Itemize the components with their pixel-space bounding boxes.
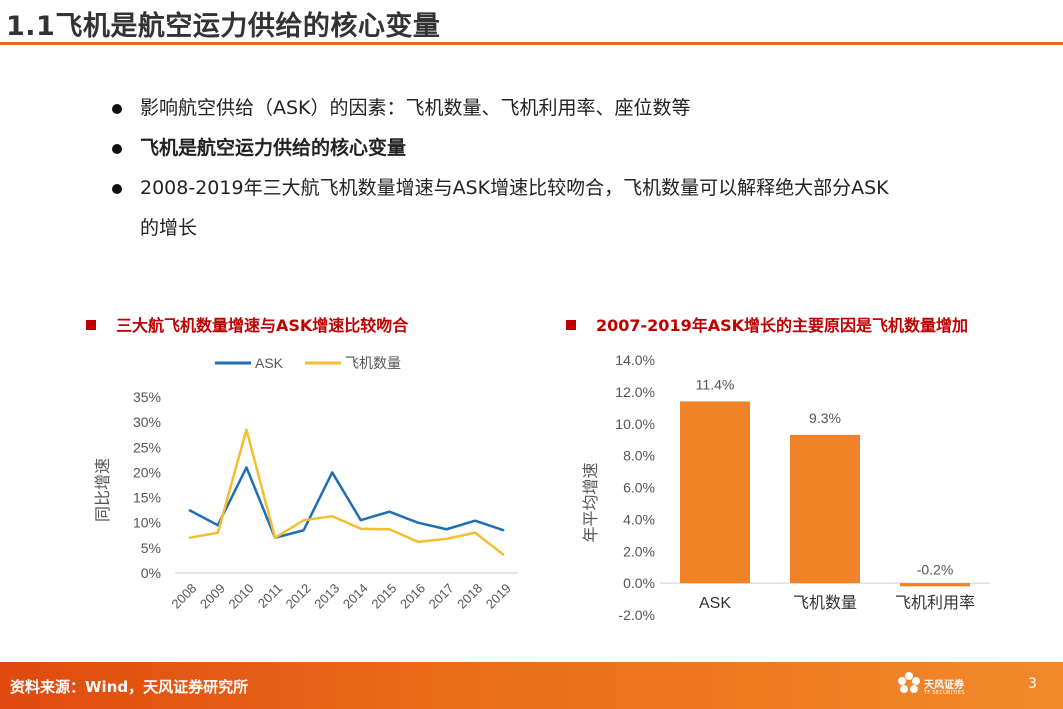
data-point bbox=[217, 524, 219, 527]
data-point bbox=[331, 471, 334, 474]
bar-data-label: 11.4% bbox=[696, 376, 735, 392]
bar-data-label: -0.2% bbox=[917, 561, 954, 577]
data-point bbox=[359, 527, 362, 530]
logo-subtext: TF SECURITIES bbox=[924, 690, 965, 696]
data-point bbox=[274, 537, 276, 539]
data-point bbox=[188, 537, 191, 539]
y-tick-label: 30% bbox=[133, 414, 161, 430]
line-chart-title: 三大航飞机数量增速与ASK增速比较吻合 bbox=[86, 312, 408, 336]
x-tick-label: 2015 bbox=[368, 581, 399, 612]
bullet-text: 2008-2019年三大航飞机数量增速与ASK增速比较吻合，飞机数量可以解释绝大… bbox=[140, 177, 889, 199]
x-category-label: ASK bbox=[699, 595, 731, 612]
x-tick-label: 2013 bbox=[311, 581, 342, 612]
page-number: 3 bbox=[1028, 676, 1037, 692]
bar-1 bbox=[790, 434, 860, 584]
data-point bbox=[245, 466, 248, 469]
x-tick-label: 2016 bbox=[397, 581, 428, 612]
bullet-item: 2008-2019年三大航飞机数量增速与ASK增速比较吻合，飞机数量可以解释绝大… bbox=[112, 168, 1012, 248]
x-tick-label: 2012 bbox=[283, 581, 314, 612]
footer-bar: 资料来源：Wind，天风证券研究所 天风证券 TF SECURITIES 3 bbox=[0, 662, 1063, 709]
bar-chart-title-text: 2007-2019年ASK增长的主要原因是飞机数量增加 bbox=[596, 316, 969, 335]
y-tick-label: 4.0% bbox=[623, 511, 655, 527]
bullet-item: 影响航空供给（ASK）的因素：飞机数量、飞机利用率、座位数等 bbox=[112, 88, 1012, 128]
bullet-item: 飞机是航空运力供给的核心变量 bbox=[112, 128, 1012, 168]
x-tick-label: 2017 bbox=[426, 581, 457, 612]
y-tick-label: 15% bbox=[133, 490, 161, 506]
square-bullet-icon bbox=[86, 320, 96, 330]
data-point bbox=[388, 528, 391, 531]
line-chart: ASK 飞机数量 0% 5% 10% 15% 20% 25% 30% 35% 同比增速 2008200… bbox=[94, 355, 518, 612]
logo-text: 天风证券 bbox=[924, 680, 964, 691]
data-point bbox=[474, 531, 476, 534]
y-tick-label: -2.0% bbox=[618, 607, 655, 623]
y-tick-label: 35% bbox=[133, 389, 161, 405]
legend-label: ASK bbox=[255, 355, 284, 371]
bullet-dot-icon bbox=[112, 184, 122, 194]
series-line-ask bbox=[188, 466, 505, 540]
data-point bbox=[331, 515, 334, 517]
bullet-dot-icon bbox=[112, 144, 122, 154]
line-chart-title-text: 三大航飞机数量增速与ASK增速比较吻合 bbox=[116, 316, 409, 335]
y-tick-label: 14.0% bbox=[615, 352, 655, 368]
page-title: 1.1飞机是航空运力供给的核心变量 bbox=[6, 11, 441, 42]
y-tick-label: 10.0% bbox=[615, 416, 655, 432]
x-category-label: 飞机利用率 bbox=[895, 594, 975, 612]
legend-label: 飞机数量 bbox=[345, 355, 401, 371]
x-category-label: 飞机数量 bbox=[793, 594, 857, 612]
y-tick-label: 0.0% bbox=[623, 575, 655, 591]
data-point bbox=[474, 519, 476, 522]
y-tick-label: 5% bbox=[141, 540, 161, 556]
data-point bbox=[445, 538, 448, 540]
data-point bbox=[217, 531, 219, 534]
y-tick-label: 8.0% bbox=[623, 448, 655, 464]
bullet-text: 影响航空供给（ASK）的因素：飞机数量、飞机利用率、座位数等 bbox=[140, 97, 691, 119]
bar-0 bbox=[680, 401, 750, 584]
bullet-list: 影响航空供给（ASK）的因素：飞机数量、飞机利用率、座位数等 飞机是航空运力供给… bbox=[112, 88, 1012, 248]
bar-chart-title: 2007-2019年ASK增长的主要原因是飞机数量增加 bbox=[566, 312, 968, 336]
y-tick-label: 0% bbox=[141, 565, 161, 581]
data-point bbox=[388, 510, 391, 513]
square-bullet-icon bbox=[566, 320, 576, 330]
bullet-text-continued: 的增长 bbox=[140, 217, 198, 239]
y-tick-label: 25% bbox=[133, 439, 161, 455]
y-axis-label: 同比增速 bbox=[94, 458, 112, 522]
bullet-text: 飞机是航空运力供给的核心变量 bbox=[140, 137, 407, 159]
x-tick-label: 2009 bbox=[197, 581, 228, 612]
bar-chart: -2.0% 0.0% 2.0% 4.0% 6.0% 8.0% 10.0% 12.0% 14.0%… bbox=[582, 352, 990, 623]
bar-data-label: 9.3% bbox=[809, 410, 841, 426]
tf-flower-icon bbox=[898, 672, 920, 693]
data-point bbox=[502, 529, 505, 532]
y-tick-label: 20% bbox=[133, 464, 161, 480]
company-logo: 天风证券 TF SECURITIES bbox=[896, 670, 986, 702]
data-point bbox=[359, 519, 362, 521]
data-point bbox=[302, 529, 305, 532]
y-tick-label: 12.0% bbox=[615, 384, 655, 400]
title-underline bbox=[0, 42, 1063, 45]
bullet-dot-icon bbox=[112, 104, 122, 114]
y-axis-label: 年平均增速 bbox=[582, 462, 600, 542]
data-point bbox=[188, 509, 191, 511]
series-line-aircraft bbox=[189, 428, 505, 556]
x-tick-label: 2008 bbox=[168, 581, 199, 612]
data-point bbox=[502, 554, 505, 556]
source-note: 资料来源：Wind，天风证券研究所 bbox=[10, 678, 249, 696]
x-tick-label: 2014 bbox=[340, 581, 371, 612]
x-tick-label: 2018 bbox=[454, 581, 485, 612]
x-tick-label: 2019 bbox=[483, 581, 514, 612]
y-tick-label: 10% bbox=[133, 515, 161, 531]
x-tick-label: 2010 bbox=[226, 581, 257, 612]
data-point bbox=[417, 521, 419, 524]
data-point bbox=[302, 519, 305, 521]
y-tick-label: 2.0% bbox=[623, 543, 655, 559]
y-tick-label: 6.0% bbox=[623, 480, 655, 496]
data-point bbox=[245, 428, 248, 431]
bar-2 bbox=[900, 583, 970, 587]
data-point bbox=[417, 541, 419, 543]
data-point bbox=[445, 528, 448, 531]
x-tick-label: 2011 bbox=[255, 581, 285, 611]
